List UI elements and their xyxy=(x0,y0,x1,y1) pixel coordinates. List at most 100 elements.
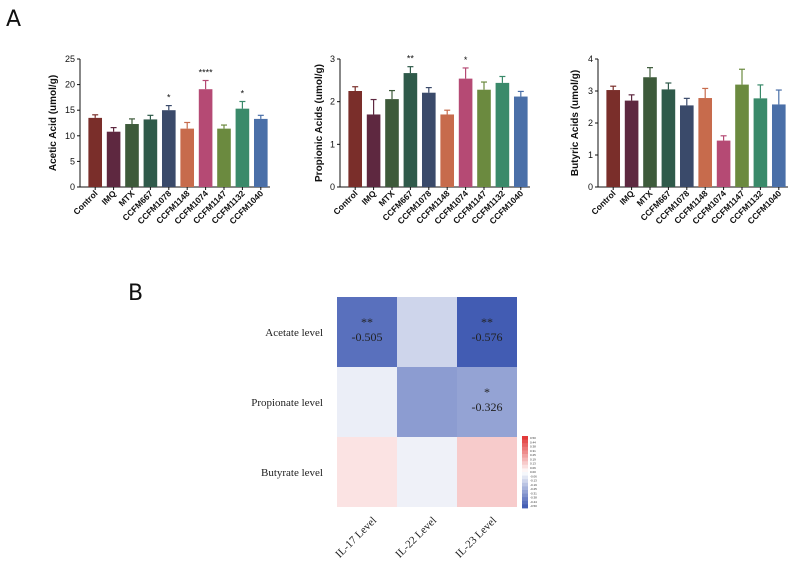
colorbar-segment xyxy=(522,479,528,484)
bar-ccfm1040 xyxy=(771,104,786,187)
bar-imq xyxy=(366,114,381,187)
colorbar-segment xyxy=(522,446,528,451)
heatmap-row-label: Acetate level xyxy=(265,327,323,339)
colorbar-segment xyxy=(522,486,528,491)
bar-ccfm1040 xyxy=(253,118,268,187)
bar-ccfm1074 xyxy=(198,89,213,187)
bar-mtx xyxy=(125,124,139,187)
x-tick-label: Control xyxy=(331,188,359,216)
y-tick-label: 25 xyxy=(65,54,75,64)
heatmap-cell-significance: * xyxy=(484,385,490,399)
bar-imq xyxy=(624,100,639,187)
x-tick-label: IMQ xyxy=(618,188,637,207)
heatmap-cell xyxy=(397,437,457,507)
bar-ccfm1132 xyxy=(753,98,768,187)
heatmap-column-label: IL-17 Level xyxy=(333,515,379,561)
heatmap-cell xyxy=(397,297,457,367)
bar-ccfm667 xyxy=(403,73,418,187)
bar-imq xyxy=(106,131,121,187)
y-tick-label: 15 xyxy=(65,105,75,115)
bar-ccfm1132 xyxy=(495,82,510,187)
heatmap-cell-value: -0.576 xyxy=(472,330,503,344)
heatmap-column-label: IL-23 Level xyxy=(453,515,499,561)
y-tick-label: 0 xyxy=(70,182,75,192)
bar-ccfm1074 xyxy=(458,78,473,187)
bar-ccfm667 xyxy=(143,119,158,187)
heatmap-cell xyxy=(397,367,457,437)
colorbar-segment xyxy=(522,461,528,466)
colorbar-segment xyxy=(522,482,528,487)
colorbar-segment xyxy=(522,493,528,498)
heatmap-cell-significance: ** xyxy=(361,315,373,329)
colorbar-tick-label: 0.00 xyxy=(530,470,536,474)
bar-control xyxy=(606,90,621,187)
colorbar-segment xyxy=(522,472,528,476)
colorbar-segment xyxy=(522,497,528,502)
bar-ccfm1147 xyxy=(735,84,749,187)
colorbar-tick-label: 0.25 xyxy=(530,453,536,457)
x-tick-label: IMQ xyxy=(100,188,119,207)
correlation-heatmap: Acetate level**-0.505**-0.576Propionate … xyxy=(251,297,537,560)
bar-ccfm1078 xyxy=(421,92,436,187)
significance-marker: * xyxy=(167,93,171,103)
colorbar-tick-label: 0.06 xyxy=(530,466,536,470)
colorbar-tick-label: -0.06 xyxy=(530,474,537,478)
bar-ccfm1078 xyxy=(679,105,694,187)
panel-label-b: B xyxy=(128,281,143,306)
heatmap-cell xyxy=(457,437,517,507)
y-tick-label: 5 xyxy=(70,156,75,166)
significance-marker: **** xyxy=(199,68,214,78)
y-tick-label: 2 xyxy=(588,118,593,128)
y-axis-label: Acetic Acid (umol/g) xyxy=(48,75,59,171)
heatmap-cell xyxy=(457,367,517,437)
heatmap-cell xyxy=(457,297,517,367)
heatmap-cell xyxy=(337,297,397,367)
colorbar-segment xyxy=(522,439,528,444)
heatmap-row-label: Butyrate level xyxy=(261,467,323,479)
y-tick-label: 3 xyxy=(330,54,335,64)
colorbar-segment xyxy=(522,475,528,480)
colorbar-tick-label: -0.44 xyxy=(530,500,537,504)
colorbar-tick-label: -0.13 xyxy=(530,479,537,483)
bar-ccfm1074 xyxy=(716,140,731,187)
heatmap-cell xyxy=(337,367,397,437)
y-tick-label: 1 xyxy=(330,139,335,149)
heatmap-cell-significance: ** xyxy=(481,315,493,329)
significance-marker: * xyxy=(464,55,468,65)
y-tick-label: 2 xyxy=(330,97,335,107)
bar-mtx xyxy=(643,77,657,187)
panel-label-a: A xyxy=(6,7,21,32)
significance-marker: ** xyxy=(407,54,415,64)
colorbar-segment xyxy=(522,443,528,448)
x-tick-label: Control xyxy=(71,188,99,216)
colorbar-segment xyxy=(522,436,528,440)
y-axis-label: Butyric Acids (umol/g) xyxy=(570,70,581,176)
colorbar-tick-label: 0.31 xyxy=(530,449,536,453)
y-tick-label: 10 xyxy=(65,131,75,141)
bar-ccfm1147 xyxy=(217,128,231,187)
significance-marker: * xyxy=(241,88,245,98)
colorbar-tick-label: -0.50 xyxy=(530,504,537,508)
bar-ccfm1148 xyxy=(180,128,195,187)
y-tick-label: 4 xyxy=(588,54,593,64)
bar-ccfm1148 xyxy=(698,98,713,187)
colorbar-tick-label: -0.38 xyxy=(530,496,537,500)
colorbar-tick-label: 0.38 xyxy=(530,445,536,449)
heatmap-column-label: IL-22 Level xyxy=(393,515,439,561)
y-tick-label: 1 xyxy=(588,150,593,160)
x-tick-label: Control xyxy=(589,188,617,216)
heatmap-cell xyxy=(337,437,397,507)
bar-ccfm1132 xyxy=(235,108,250,187)
colorbar-tick-label: 0.19 xyxy=(530,457,536,461)
colorbar-segment xyxy=(522,500,528,505)
bar-mtx xyxy=(385,99,399,187)
colorbar-segment xyxy=(522,490,528,494)
colorbar-segment xyxy=(522,468,528,473)
bar-ccfm667 xyxy=(661,89,676,187)
y-tick-label: 3 xyxy=(588,86,593,96)
y-tick-label: 0 xyxy=(330,182,335,192)
